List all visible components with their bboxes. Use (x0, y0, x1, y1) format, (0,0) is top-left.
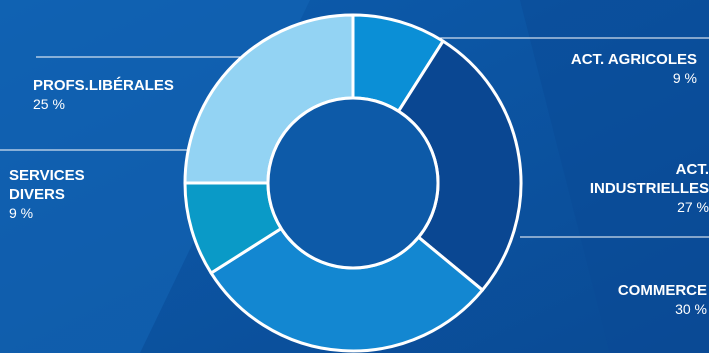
label-value: 25 % (33, 96, 65, 112)
label-category: SERVICES DIVERS (9, 167, 85, 203)
label-commerce: COMMERCE 30 % (618, 281, 707, 319)
leader-lines (0, 37, 709, 238)
label-services-divers: SERVICES DIVERS 9 % (9, 166, 119, 223)
label-act-industrielles: ACT. INDUSTRIELLES 27 % (559, 160, 709, 217)
label-category: COMMERCE (617, 282, 707, 299)
label-profs-liberales: PROFS.LIBÉRALES 25 % (33, 76, 174, 114)
label-value: 30 % (675, 301, 707, 317)
label-act-agricoles: ACT. AGRICOLES 9 % (571, 50, 697, 88)
label-category: ACT. AGRICOLES (570, 51, 697, 68)
label-category: ACT. INDUSTRIELLES (589, 161, 709, 197)
label-category: PROFS.LIBÉRALES (33, 77, 174, 94)
label-value: 9 % (9, 205, 34, 221)
label-value: 27 % (677, 199, 709, 215)
label-value: 9 % (672, 70, 697, 86)
donut-center (266, 96, 440, 270)
